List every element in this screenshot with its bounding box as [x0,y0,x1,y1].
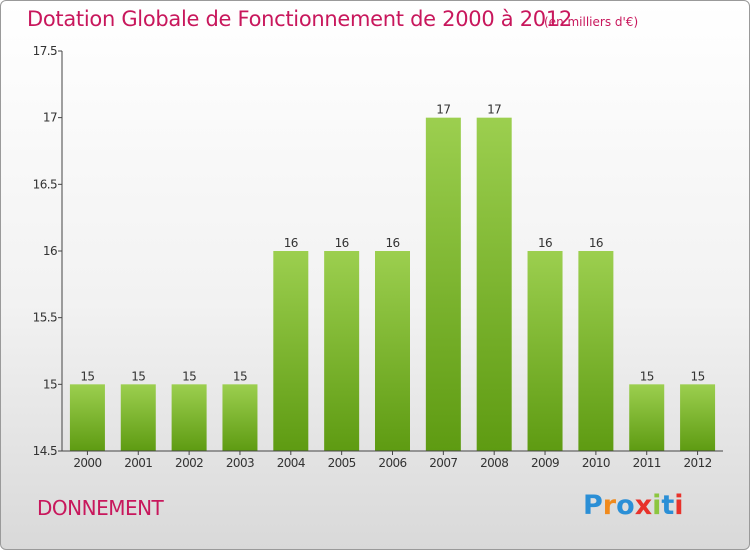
logo-letter: P [583,490,603,521]
y-tick-label-15.5: 15.5 [33,311,57,325]
x-tick-label-2002: 2002 [175,456,203,470]
logo-letter: i [674,490,684,521]
x-tick-label-2011: 2011 [633,456,661,470]
value-label-2010: 16 [589,236,603,250]
logo-letter: t [661,490,675,521]
x-tick-label-2000: 2000 [73,456,101,470]
bar-2011 [629,384,665,451]
bar-2009 [527,251,563,451]
chart-title: Dotation Globale de Fonctionnement de 20… [27,7,572,31]
x-tick-label-2009: 2009 [531,456,559,470]
axes-group: 2000 2001 2002 2003 2004 2005 2006 2007 2008 2009… [33,44,723,470]
y-tick-label-17.5: 17.5 [33,44,57,58]
value-label-2005: 16 [335,236,349,250]
y-tick-label-16: 16 [43,244,57,258]
logo-letter: i [652,490,662,521]
x-tick-label-2010: 2010 [582,456,610,470]
x-tick-label-2005: 2005 [328,456,356,470]
bar-2012 [680,384,716,451]
bars-group: 15 15 15 15 16 16 16 17 17 16 16 15 15 [69,103,716,452]
unit-note: (en milliers d'€) [544,15,639,29]
value-label-2011: 15 [640,369,654,383]
x-tick-label-2012: 2012 [684,456,712,470]
x-tick-label-2008: 2008 [480,456,508,470]
bar-2008 [476,117,512,452]
bar-2001 [120,384,156,451]
value-label-2006: 16 [385,236,399,250]
value-label-2004: 16 [284,236,298,250]
logo-letter: x [634,490,653,521]
bar-2004 [273,251,309,451]
value-label-2012: 15 [691,369,705,383]
value-label-2008: 17 [487,103,501,117]
y-tick-label-16.5: 16.5 [33,177,57,191]
bar-2002 [171,384,207,451]
x-tick-label-2003: 2003 [226,456,254,470]
bar-2010 [578,251,614,451]
logo-letter: r [602,490,617,521]
value-label-2007: 17 [436,103,450,117]
y-tick-label-14.5: 14.5 [33,444,57,458]
bar-2003 [222,384,258,451]
value-label-2001: 15 [131,369,145,383]
x-tick-label-2004: 2004 [277,456,305,470]
bar-2005 [324,251,360,451]
y-tick-label-15: 15 [43,377,57,391]
proxiti-logo[interactable]: Proxiti [583,490,684,521]
logo-letter: o [616,490,635,521]
commune-name: DONNEMENT [37,496,164,520]
value-label-2002: 15 [182,369,196,383]
y-tick-label-17: 17 [43,111,57,125]
x-tick-label-2001: 2001 [124,456,152,470]
x-tick-label-2007: 2007 [429,456,457,470]
value-label-2009: 16 [538,236,552,250]
value-label-2003: 15 [233,369,247,383]
bar-2006 [375,251,410,451]
bar-2000 [69,384,105,451]
x-tick-label-2006: 2006 [378,456,406,470]
value-label-2000: 15 [80,369,94,383]
bar-2007 [425,117,461,452]
